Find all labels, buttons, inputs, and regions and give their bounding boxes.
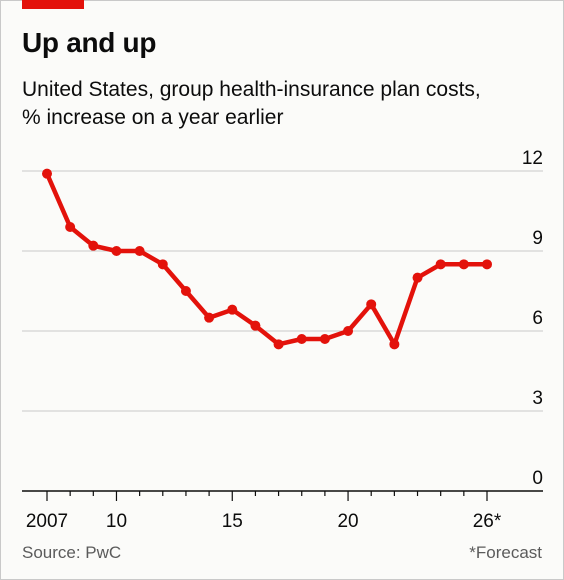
y-axis-labels: 0 3 6 9 12 [522,148,543,489]
y-tick-label: 0 [532,468,543,489]
gridlines [22,170,543,412]
x-tick-label: 20 [337,511,358,532]
x-tick-label: 15 [222,511,243,532]
data-point [204,312,215,323]
data-point [458,259,469,270]
brand-accent-bar [22,0,84,9]
y-tick-label: 12 [522,148,543,169]
x-tick-label: 2007 [26,511,68,532]
y-tick-label: 9 [532,228,543,249]
data-point [180,286,191,296]
series-line [44,171,490,347]
forecast-note: *Forecast [469,543,542,562]
data-point [343,326,354,336]
y-tick-label: 6 [532,308,543,329]
subtitle-line-1: United States, group health-insurance pl… [22,78,481,101]
data-point [42,168,52,179]
x-axis: 2007 10 15 20 26* [22,490,543,532]
data-point [88,240,99,251]
data-point [227,304,238,315]
data-point [250,320,261,331]
data-point [412,272,423,283]
series [42,168,492,350]
data-point [319,334,330,344]
data-point [111,246,122,256]
x-tick-label: 10 [106,511,127,532]
data-point [296,334,307,344]
y-tick-label: 3 [532,388,543,409]
x-tick-label: 26* [473,511,502,532]
data-point [134,246,145,256]
data-point [65,222,76,232]
data-point [273,339,284,350]
data-point [435,259,446,270]
data-point [389,339,400,350]
chart-title: Up and up [22,27,157,58]
data-point [482,259,492,270]
subtitle-line-2: % increase on a year earlier [22,106,284,129]
data-point [366,299,377,310]
data-point [157,259,168,270]
source-note: Source: PwC [22,543,122,562]
chart-subtitle: United States, group health-insurance pl… [22,76,552,132]
